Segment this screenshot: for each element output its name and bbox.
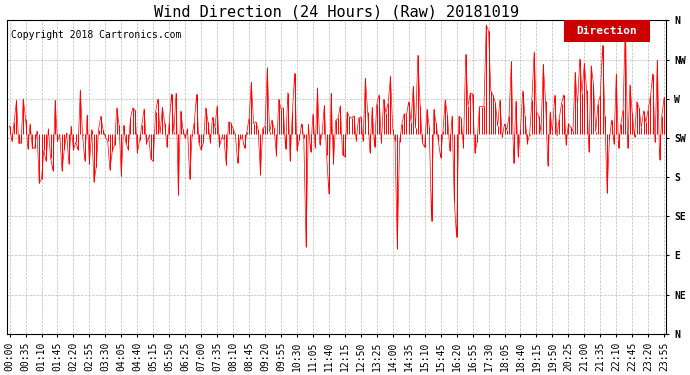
Title: Wind Direction (24 Hours) (Raw) 20181019: Wind Direction (24 Hours) (Raw) 20181019 (155, 4, 520, 19)
Text: Copyright 2018 Cartronics.com: Copyright 2018 Cartronics.com (10, 30, 181, 40)
